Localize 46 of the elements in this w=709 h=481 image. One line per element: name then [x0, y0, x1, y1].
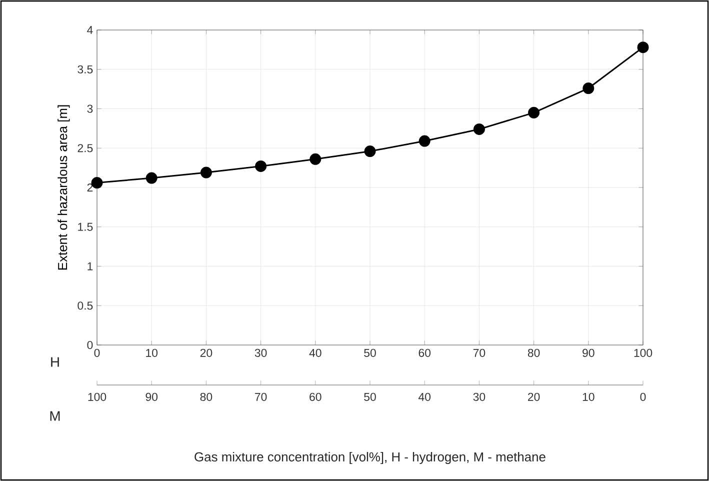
x-tick-label: 100: [634, 348, 652, 357]
x2-tick-label: 50: [364, 392, 376, 401]
y-tick-label: 2: [87, 183, 93, 192]
y-axis-title: Extent of hazardous area [m]: [58, 105, 70, 270]
point: [91, 177, 103, 189]
y-tick-label: 3: [87, 104, 93, 113]
x-tick-label: 90: [582, 348, 594, 357]
y-tick-label: 2.5: [78, 144, 93, 152]
y-tick-label: 3.5: [78, 65, 93, 74]
y-tick-label: 1: [88, 262, 93, 270]
x-tick-label: 20: [200, 348, 212, 357]
x2-tick-label: 40: [418, 392, 431, 401]
x-tick-label: 50: [364, 348, 376, 357]
x-tick-label: 70: [473, 348, 486, 357]
point: [146, 172, 158, 184]
x2-tick-label: 70: [255, 392, 267, 401]
x2-tick-label: 100: [88, 392, 106, 401]
point: [364, 146, 376, 158]
x-tick-label: 0: [94, 348, 100, 357]
point: [418, 135, 430, 147]
x-axis-title: Gas mixture concentration [vol%], H - hydrogen, M - methane: [194, 452, 546, 464]
point: [310, 153, 322, 165]
point: [528, 106, 540, 118]
x2-tick-label: 30: [473, 392, 486, 401]
x-tick-label: 30: [254, 348, 267, 357]
y-tick-label: 0: [87, 340, 93, 350]
x2-tick-label: 0: [640, 392, 646, 401]
point: [255, 160, 267, 172]
x2-tick-label: 60: [310, 392, 322, 401]
x2-tick-label: 90: [146, 392, 158, 401]
y-tick-label: 4: [87, 26, 93, 34]
x-tick-label: 10: [146, 348, 158, 357]
x2-tick-label: 80: [200, 392, 212, 401]
text: M: [50, 411, 60, 421]
y-tick-label: 1.5: [78, 222, 93, 231]
point: [200, 166, 212, 178]
x2-tick-label: 10: [582, 392, 594, 401]
y-tick-label: 0.5: [78, 302, 93, 310]
point: [582, 82, 594, 94]
point: [473, 123, 485, 135]
x-tick-label: 80: [528, 348, 540, 357]
x-tick-label: 60: [418, 348, 431, 357]
x-tick-label: 40: [309, 348, 322, 357]
text: H: [51, 357, 59, 367]
point: [637, 42, 649, 54]
x2-tick-label: 20: [528, 392, 540, 401]
